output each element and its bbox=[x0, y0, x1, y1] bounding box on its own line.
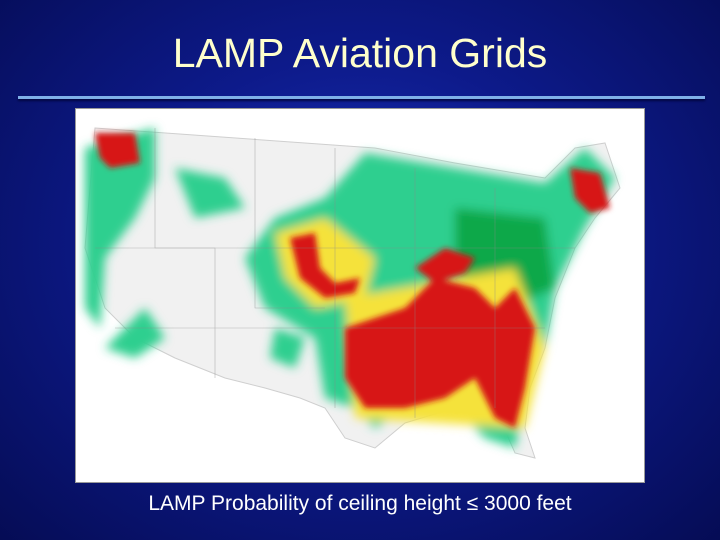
map-caption: LAMP Probability of ceiling height ≤ 300… bbox=[148, 492, 572, 515]
ceiling-map bbox=[75, 108, 645, 483]
state-borders bbox=[95, 128, 575, 418]
title-rule bbox=[18, 96, 705, 99]
map-frame bbox=[75, 108, 645, 483]
slide-title: LAMP Aviation Grids bbox=[172, 30, 548, 76]
high-probability bbox=[95, 133, 610, 428]
